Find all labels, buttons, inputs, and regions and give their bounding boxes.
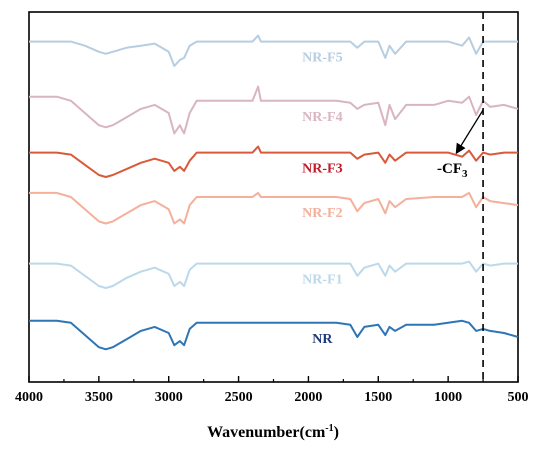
series-label-nr-f3: NR-F3: [302, 162, 342, 177]
series-labels: NR-F5 NR-F4 NR-F3 NR-F2 NR-F1 NR: [302, 51, 342, 347]
cf3-annotation: -CF3: [437, 109, 484, 180]
series-line-nr-f4: [29, 85, 519, 135]
x-tick-label: 2500: [225, 390, 253, 405]
series-lines: [29, 34, 519, 351]
x-axis-title: Wavenumber(cm-1): [207, 423, 339, 441]
cf3-arrow: [455, 109, 484, 155]
x-tick-label: 1500: [364, 390, 392, 405]
series-label-nr-f1: NR-F1: [302, 273, 342, 288]
x-tick-label: 3000: [155, 390, 183, 405]
series-line-nr-f5: [29, 34, 518, 67]
series-label-nr-f4: NR-F4: [302, 110, 342, 125]
x-tick-label: 3500: [85, 390, 113, 405]
series-line-nr: [29, 319, 519, 351]
x-axis-ticks: 4000 3500 3000 2500 2000 1500 1000 500: [15, 376, 529, 405]
x-tick-label: 1000: [434, 390, 462, 405]
series-label-nr: NR: [312, 332, 333, 347]
series-line-nr-f3: [29, 145, 518, 178]
x-tick-label: 4000: [15, 390, 43, 405]
x-tick-label: 500: [508, 390, 529, 405]
series-line-nr-f2: [29, 191, 519, 225]
x-tick-label: 2000: [294, 390, 322, 405]
cf3-annotation-label: -CF3: [437, 161, 468, 180]
series-line-nr-f1: [29, 260, 518, 289]
series-label-nr-f5: NR-F5: [302, 51, 342, 66]
series-label-nr-f2: NR-F2: [302, 206, 342, 221]
